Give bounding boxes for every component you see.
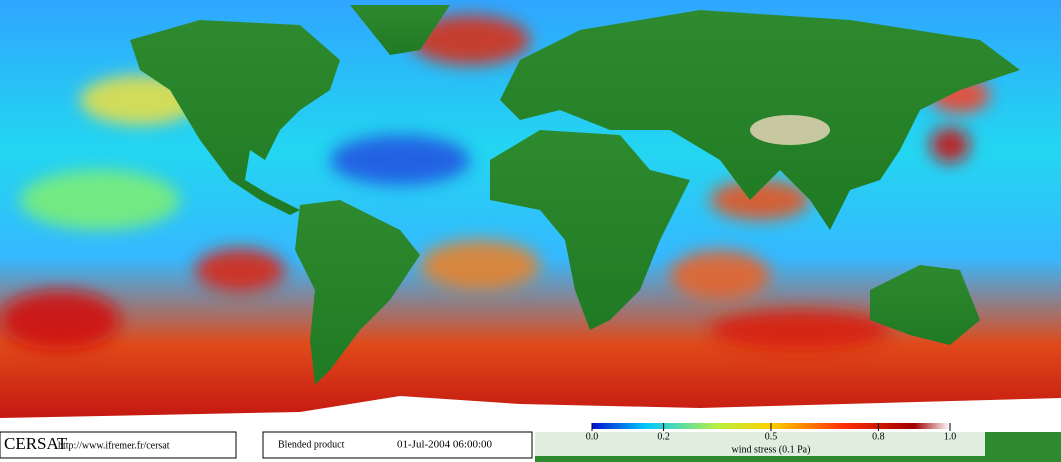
colorbar-tick-label: 0.8 bbox=[872, 431, 885, 442]
product-name: Blended product bbox=[278, 439, 345, 450]
colorbar-tick-label: 0.5 bbox=[765, 431, 778, 442]
antarctica bbox=[0, 396, 1061, 430]
logo-box bbox=[0, 431, 237, 459]
colorbar-tick-label: 0.0 bbox=[586, 431, 599, 442]
logo: CERSAT bbox=[4, 434, 68, 453]
colorbar-tick-label: 0.2 bbox=[657, 431, 670, 442]
url: http://www.ifremer.fr/cersat bbox=[58, 440, 170, 451]
colorbar-tick-label: 1.0 bbox=[944, 431, 957, 442]
datetime: 01-Jul-2004 06:00:00 bbox=[397, 439, 493, 451]
colorbar-label: wind stress (0.1 Pa) bbox=[732, 444, 811, 455]
product-box bbox=[262, 431, 533, 459]
land bbox=[130, 5, 1020, 385]
